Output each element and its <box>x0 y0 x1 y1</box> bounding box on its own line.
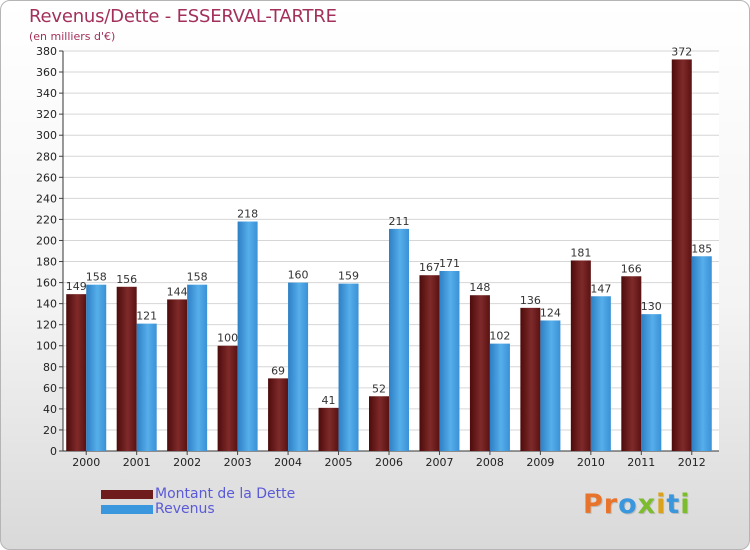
data-label-revenus: 211 <box>389 215 410 228</box>
x-tick-label: 2006 <box>375 456 403 469</box>
x-tick-label: 2010 <box>577 456 605 469</box>
chart-subtitle: (en milliers d'€) <box>29 30 116 43</box>
legend-label-revenus: Revenus <box>155 501 215 517</box>
y-tick-label: 140 <box>36 298 57 311</box>
bar-dette <box>520 307 541 451</box>
y-tick-label: 20 <box>43 424 57 437</box>
y-tick-label: 200 <box>36 234 57 247</box>
bar-dette <box>570 260 591 451</box>
data-label-dette: 52 <box>372 382 386 395</box>
data-label-revenus: 102 <box>489 330 510 343</box>
y-tick-label: 320 <box>36 108 57 121</box>
data-label-dette: 149 <box>66 280 87 293</box>
y-tick-label: 380 <box>36 45 57 58</box>
y-tick-label: 340 <box>36 87 57 100</box>
bar-revenus <box>489 343 510 451</box>
bar-revenus <box>540 320 561 451</box>
data-label-revenus: 158 <box>187 271 208 284</box>
data-label-dette: 136 <box>520 294 541 307</box>
y-tick-label: 60 <box>43 382 57 395</box>
data-label-revenus: 147 <box>590 282 611 295</box>
data-label-dette: 181 <box>570 246 591 259</box>
data-label-dette: 372 <box>671 45 692 58</box>
bar-revenus <box>237 221 258 451</box>
bar-revenus <box>389 228 409 451</box>
legend-swatch-dette <box>101 490 153 499</box>
y-tick-label: 360 <box>36 66 57 79</box>
data-label-revenus: 159 <box>338 270 359 283</box>
y-tick-label: 280 <box>36 150 57 163</box>
y-tick-label: 120 <box>36 319 57 332</box>
x-tick-label: 2008 <box>476 456 504 469</box>
bar-revenus <box>86 284 107 451</box>
y-tick-label: 80 <box>43 361 57 374</box>
bar-dette <box>621 276 642 451</box>
data-label-revenus: 130 <box>641 300 662 313</box>
data-label-revenus: 218 <box>237 208 258 221</box>
data-label-dette: 167 <box>419 261 440 274</box>
bar-revenus <box>187 284 208 451</box>
x-tick-label: 2001 <box>123 456 151 469</box>
data-label-dette: 148 <box>469 281 490 294</box>
legend-label-dette: Montant de la Dette <box>155 486 296 502</box>
data-label-revenus: 185 <box>691 242 712 255</box>
bar-dette <box>217 345 238 451</box>
data-label-revenus: 171 <box>439 257 460 270</box>
y-tick-label: 180 <box>36 256 57 269</box>
data-label-dette: 41 <box>322 394 336 407</box>
bar-dette <box>167 299 188 451</box>
data-label-revenus: 158 <box>86 271 107 284</box>
y-tick-label: 260 <box>36 171 57 184</box>
bar-revenus <box>590 296 611 451</box>
bar-revenus <box>439 271 460 451</box>
bar-dette <box>419 275 440 451</box>
bar-dette <box>66 294 87 451</box>
bar-revenus <box>288 282 309 451</box>
chart-title: Revenus/Dette - ESSERVAL-TARTRE <box>29 6 337 27</box>
data-label-dette: 144 <box>167 285 188 298</box>
bar-revenus <box>136 323 157 451</box>
x-tick-label: 2000 <box>72 456 100 469</box>
legend-swatch-revenus <box>101 505 153 514</box>
y-tick-label: 160 <box>36 277 57 290</box>
data-label-revenus: 121 <box>136 310 157 323</box>
x-tick-label: 2009 <box>526 456 554 469</box>
data-label-dette: 156 <box>116 273 137 286</box>
bar-revenus <box>641 314 662 451</box>
data-label-dette: 100 <box>217 332 238 345</box>
bar-dette <box>116 286 137 451</box>
x-tick-label: 2007 <box>425 456 453 469</box>
bar-dette <box>369 396 389 451</box>
bar-dette <box>469 295 490 451</box>
data-label-dette: 69 <box>271 364 285 377</box>
bar-dette <box>318 407 339 451</box>
bar-revenus <box>691 256 712 451</box>
x-tick-label: 2012 <box>678 456 706 469</box>
x-tick-label: 2003 <box>224 456 252 469</box>
proxiti-logo: Proxiti <box>583 489 691 520</box>
x-tick-label: 2004 <box>274 456 302 469</box>
data-label-revenus: 160 <box>288 269 309 282</box>
bar-revenus <box>338 283 359 451</box>
x-tick-label: 2005 <box>325 456 353 469</box>
bar-dette <box>268 378 289 451</box>
y-tick-label: 240 <box>36 192 57 205</box>
y-tick-label: 0 <box>50 445 57 458</box>
y-tick-label: 100 <box>36 340 57 353</box>
x-tick-label: 2002 <box>173 456 201 469</box>
y-tick-label: 40 <box>43 403 57 416</box>
x-tick-label: 2011 <box>627 456 655 469</box>
bar-dette <box>671 59 692 451</box>
y-tick-label: 220 <box>36 213 57 226</box>
y-tick-label: 300 <box>36 129 57 142</box>
data-label-dette: 166 <box>621 262 642 275</box>
data-label-revenus: 124 <box>540 306 561 319</box>
